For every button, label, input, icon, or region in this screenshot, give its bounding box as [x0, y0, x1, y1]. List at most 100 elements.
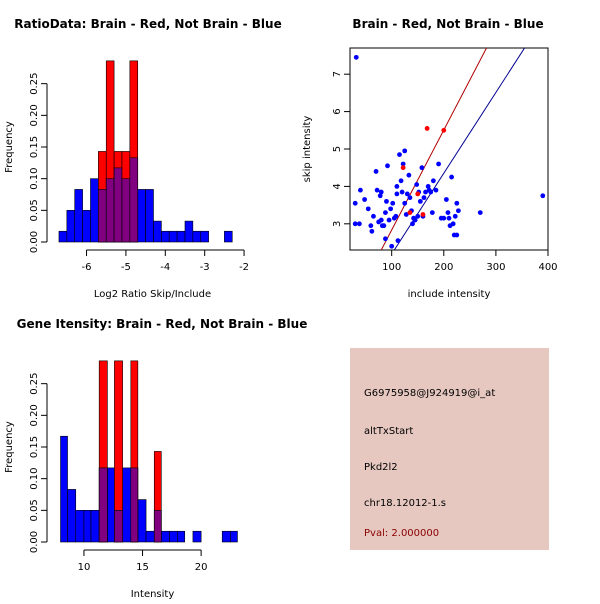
brain-fit-line [380, 48, 487, 250]
not-brain-bar [90, 178, 99, 243]
not-brain-point [425, 184, 431, 189]
not-brain-point [365, 206, 371, 212]
not-brain-point [430, 178, 436, 184]
not-brain-point [368, 223, 374, 229]
y-tick-label: 0.10 [29, 468, 40, 490]
not-brain-bar [145, 189, 154, 243]
not-brain-point [446, 215, 452, 221]
overlap-bar [105, 178, 115, 243]
not-brain-point [445, 210, 451, 215]
not-brain-point [358, 187, 363, 193]
not-brain-point [436, 161, 441, 167]
not-brain-bar [169, 530, 178, 543]
not-brain-point [352, 200, 358, 206]
not-brain-point [410, 221, 415, 227]
overlap-bar [98, 467, 108, 543]
not-brain-bar [192, 530, 202, 543]
not-brain-point [352, 221, 358, 227]
x-axis-label: include intensity [408, 289, 491, 300]
y-tick-label: 0.05 [29, 199, 40, 221]
not-brain-point [369, 228, 375, 234]
brain-point [400, 165, 406, 171]
not-brain-point [374, 187, 380, 193]
x-axis-label: Intensity [131, 589, 175, 600]
not-brain-point [407, 195, 413, 201]
overlap-bar [153, 510, 162, 543]
y-tick-label: 0.20 [29, 104, 40, 126]
not-brain-bar [75, 510, 85, 543]
not-brain-bar [230, 530, 238, 543]
not-brain-point [429, 210, 435, 215]
not-brain-point [400, 161, 406, 167]
brain-point [441, 127, 447, 133]
not-brain-point [362, 197, 367, 202]
scatter-plot-panel: 100 200 300 400 3 4 5 6 7 Brain - Red, Not Brain … [302, 17, 558, 300]
not-brain-point [403, 212, 409, 217]
not-brain-bar [137, 499, 147, 543]
not-brain-point [390, 200, 396, 206]
y-axis-label: Frequency [4, 121, 15, 173]
not-brain-bar [66, 210, 76, 243]
not-brain-point [443, 197, 449, 202]
y-tick-label: 0.10 [29, 168, 40, 190]
not-brain-point [393, 213, 399, 219]
x-tick-label: 15 [136, 562, 149, 573]
gene-name-text: Pkd2l2 [364, 462, 398, 473]
y-tick-label: 5 [332, 146, 343, 152]
not-brain-point [433, 187, 439, 193]
not-brain-point [378, 217, 384, 223]
not-brain-point [388, 206, 394, 212]
x-tick-label: -4 [160, 262, 170, 273]
x-tick-label: 10 [78, 562, 91, 573]
not-brain-point [406, 172, 412, 178]
not-brain-point [399, 189, 405, 195]
x-axis-label: Log2 Ratio Skip/Include [94, 289, 211, 300]
not-brain-bar [200, 230, 209, 243]
not-brain-point [389, 243, 395, 249]
not-brain-point [371, 213, 376, 219]
y-tick-label: 6 [332, 108, 343, 114]
brain-point [420, 212, 426, 217]
overlap-bar [121, 178, 131, 243]
not-brain-bar [184, 220, 194, 243]
not-brain-bar [145, 530, 155, 543]
x-tick-label: -5 [121, 262, 131, 273]
not-brain-point [454, 200, 460, 206]
not-brain-bar [137, 189, 146, 243]
overlap-bar [98, 189, 107, 243]
not-brain-bar [177, 530, 186, 543]
y-axis-label: Frequency [4, 421, 15, 473]
not-brain-point [419, 165, 425, 171]
not-brain-point [356, 221, 362, 227]
not-brain-bar [83, 510, 92, 543]
not-brain-point [540, 193, 546, 199]
info-panel-background [350, 348, 549, 550]
x-tick-label: -6 [82, 262, 92, 273]
brain-point [407, 210, 413, 215]
not-brain-bar [153, 220, 162, 243]
not-brain-bar [168, 230, 178, 243]
y-tick-label: 0.00 [29, 531, 40, 553]
not-brain-point [398, 178, 404, 184]
x-tick-label: 20 [195, 562, 208, 573]
event-type-text: altTxStart [364, 426, 413, 437]
ratio-histogram-panel: -6 -5 -4 -3 -2 0.00 0.05 0.10 0.15 0.20 0.25 RatioD… [4, 17, 282, 300]
y-axis-label: skip intensity [302, 116, 313, 183]
y-tick-label: 0.25 [29, 73, 40, 95]
x-tick-label: 300 [486, 262, 505, 273]
not-brain-point [394, 184, 400, 189]
not-brain-point [417, 198, 423, 204]
not-brain-bar [221, 530, 231, 543]
not-brain-point [397, 152, 402, 158]
x-tick-label: -2 [239, 262, 249, 273]
not-brain-bar [122, 467, 132, 543]
not-brain-point [353, 54, 359, 60]
not-brain-point [381, 223, 387, 229]
chart-title: Brain - Red, Not Brain - Blue [352, 17, 543, 31]
not-brain-point [415, 213, 421, 219]
not-brain-point [441, 215, 447, 221]
not-brain-point [385, 163, 390, 169]
not-brain-point [395, 238, 401, 244]
not-brain-point [386, 217, 392, 223]
not-brain-point [455, 208, 461, 214]
